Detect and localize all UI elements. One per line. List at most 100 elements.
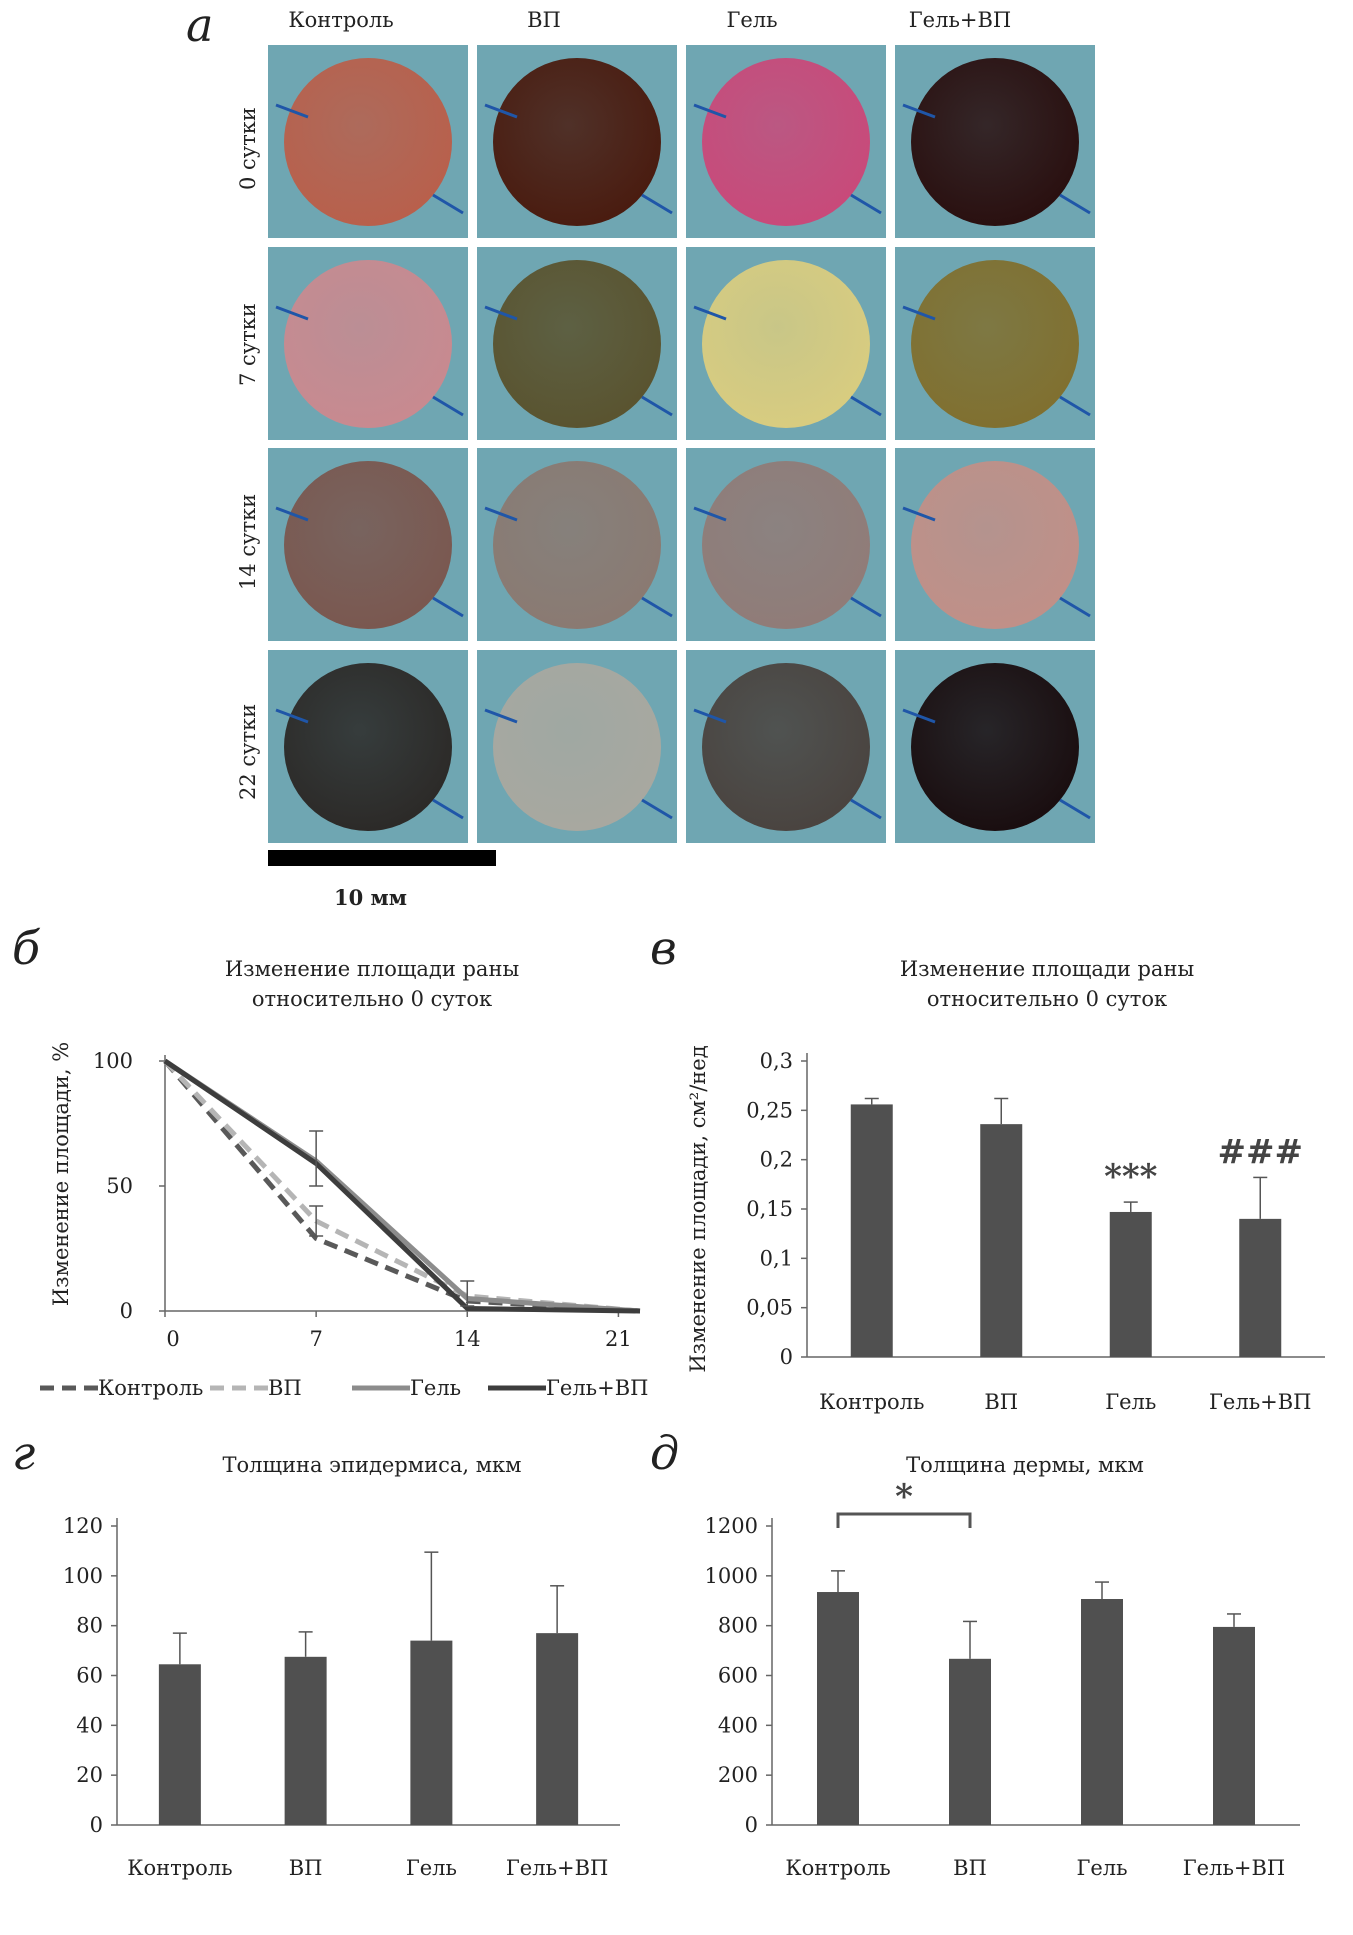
x-tick-label: 0 [166,1327,179,1351]
y-tick-label: 0,2 [760,1148,793,1172]
series-line [163,1058,641,1314]
column-header-control: Контроль [288,8,394,32]
bar [1081,1599,1123,1825]
y-axis-label: Изменение площади, см²/нед [686,1045,710,1372]
wound-photo [477,45,677,238]
bar [158,1664,201,1825]
bar [536,1633,579,1825]
row-label-day-0: 0 сутки [236,107,260,190]
suture-mark [641,798,673,820]
wound-photo [268,45,468,238]
y-axis-label: Изменение площади, % [49,1042,73,1306]
suture-mark [275,305,309,321]
scale-bar [268,850,496,866]
y-tick-label: 0,05 [746,1296,793,1320]
x-tick-label: Гель+ВП [1183,1856,1285,1880]
x-tick-label: ВП [953,1856,987,1880]
wound-photo-image [477,650,677,843]
wound-area [911,58,1079,226]
wound-area [911,663,1079,831]
x-tick-label: 14 [454,1327,481,1351]
wound-photo [686,448,886,641]
suture-mark [484,506,518,522]
y-tick-label: 400 [718,1713,758,1737]
wound-area [493,663,661,831]
wound-photo-image [895,247,1095,440]
y-tick-label: 100 [63,1564,103,1588]
chart-title: Толщина дермы, мкм [906,1453,1144,1477]
suture-mark [850,395,882,417]
suture-mark [484,708,518,724]
series-line [163,1058,641,1314]
suture-mark [902,103,936,119]
panel-letter-d: д [650,1426,680,1480]
x-tick-label: Гель [406,1856,457,1880]
row-label-day-22: 22 сутки [236,703,260,800]
wound-area [911,461,1079,629]
legend-label: Контроль [98,1376,203,1400]
wound-photo [477,650,677,843]
y-tick-label: 0 [745,1813,758,1837]
y-tick-label: 120 [63,1514,103,1538]
bar-chart-dermis-thickness: Толщина дермы, мкм 0 200 400 600 800 1000 1200 К… [705,1453,1300,1880]
panel-letter-a: а [186,0,214,52]
scale-label: 10 мм [334,885,408,910]
bar [980,1124,1023,1357]
wound-photo-image [268,650,468,843]
chart-title: Толщина эпидермиса, мкм [222,1453,521,1477]
x-tick-label: Гель [1105,1390,1156,1414]
wound-photo-image [477,247,677,440]
suture-mark [484,103,518,119]
x-tick-label: Контроль [127,1856,232,1880]
suture-mark [1059,395,1091,417]
wound-photo-image [686,45,886,238]
bar-chart-epidermis-thickness: Толщина эпидермиса, мкм 0 20 40 60 80 100 120 Ко… [63,1453,620,1880]
legend-label: Гель [410,1376,461,1400]
wound-area [493,461,661,629]
wound-photo [895,448,1095,641]
wound-area [702,663,870,831]
suture-mark [1059,798,1091,820]
wound-area [493,58,661,226]
x-tick-label: ВП [984,1390,1018,1414]
y-tick-label: 80 [76,1614,103,1638]
wound-photo-image [477,45,677,238]
suture-mark [275,103,309,119]
wound-area [284,461,452,629]
row-label-day-7: 7 сутки [236,303,260,386]
wound-photo-image [686,650,886,843]
wound-photo-image [895,45,1095,238]
column-header-vp: ВП [527,8,561,32]
bar [949,1658,991,1825]
y-tick-label: 0 [90,1813,103,1837]
suture-mark [641,395,673,417]
y-tick-label: 0 [780,1345,793,1369]
suture-mark [902,506,936,522]
bar [284,1656,327,1825]
panel-letter-g: г [12,1426,36,1480]
wound-photo [895,247,1095,440]
wound-photo [686,247,886,440]
bar-chart-wound-area-rate: Изменение площади раны относительно 0 сут… [686,957,1325,1414]
y-tick-label: 40 [76,1713,103,1737]
chart-title: относительно 0 суток [252,987,492,1011]
wound-area [702,461,870,629]
suture-mark [693,103,727,119]
y-tick-label: 1200 [705,1514,758,1538]
wound-area [702,260,870,428]
wound-photo [268,650,468,843]
panel-letter-b: б [12,921,41,975]
wound-area [284,260,452,428]
y-tick-label: 0,15 [746,1197,793,1221]
y-tick-label: 0 [120,1299,133,1323]
suture-mark [432,596,464,618]
significance-label: * [895,1477,913,1517]
bar [817,1592,859,1825]
wound-photo-image [895,650,1095,843]
suture-mark [693,305,727,321]
suture-mark [641,596,673,618]
wound-photo [686,45,886,238]
wound-photo [895,650,1095,843]
wound-photo [477,448,677,641]
wound-photo [268,247,468,440]
